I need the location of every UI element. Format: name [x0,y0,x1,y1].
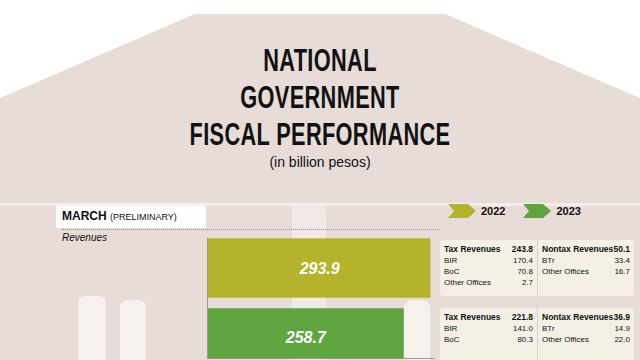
html-text:2023: 2023 [556,205,581,217]
html-text:141.0: 141.0 [513,324,533,333]
html-text:243.8: 243.8 [511,244,533,254]
html-text:BIR: BIR [444,324,458,333]
html-text:BoC: BoC [444,335,460,344]
html-text:14.9: 14.9 [614,324,630,333]
svg-text:293.9: 293.9 [299,260,340,277]
html-text:Tax Revenues: Tax Revenues [444,312,501,322]
html-text:70.8: 70.8 [517,267,533,276]
html-text:2022: 2022 [481,205,506,217]
html-text:2.7: 2.7 [521,278,533,287]
html-text:FISCAL PERFORMANCE: FISCAL PERFORMANCE [189,116,451,152]
html-text:Other Offices: Other Offices [444,278,491,287]
html-text:Other Offices: Other Offices [542,335,589,344]
html-text:NATIONAL: NATIONAL [263,42,377,78]
html-text:(in billion pesos): (in billion pesos) [269,154,371,170]
html-text:Tax Revenues: Tax Revenues [444,244,501,254]
html-text:80.3: 80.3 [517,335,533,344]
html-text:Nontax Revenues 36.9: Nontax Revenues 36.9 [542,312,630,322]
html-text:MARCH(PRELIMINARY): MARCH(PRELIMINARY) [62,209,177,223]
html-text:Nontax Revenues 50.1: Nontax Revenues 50.1 [542,244,630,254]
html-text:BIR: BIR [444,256,458,265]
html-text:170.4: 170.4 [513,256,533,265]
html-text:GOVERNMENT: GOVERNMENT [240,79,400,115]
html-text:BTr: BTr [542,256,555,265]
html-text:BoC: BoC [444,267,460,276]
html-text:16.7: 16.7 [614,267,630,276]
html-text:Revenues: Revenues [62,232,107,243]
html-text:221.8: 221.8 [511,312,533,322]
html-text:33.4: 33.4 [614,256,630,265]
svg-text:258.7: 258.7 [285,329,327,346]
html-text:Other Offices: Other Offices [542,267,589,276]
html-text:BTr: BTr [542,324,555,333]
html-text:22.0: 22.0 [614,335,630,344]
